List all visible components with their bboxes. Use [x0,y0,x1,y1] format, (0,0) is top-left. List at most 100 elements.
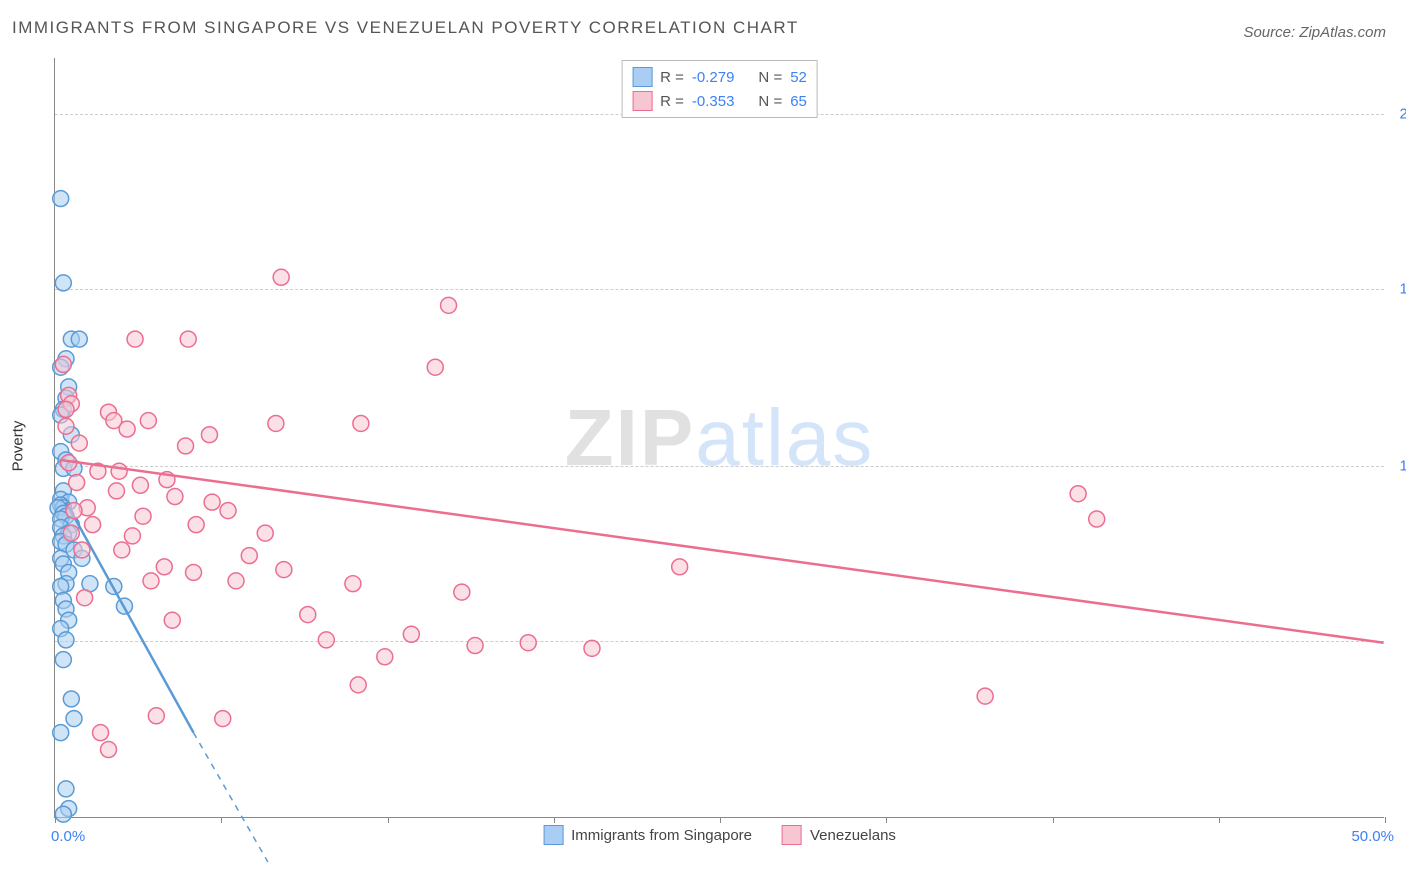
swatch-venezuelan [632,91,652,111]
data-point-venezuelan [93,725,109,741]
y-tick-label: 12.5% [1392,458,1406,475]
data-point-venezuelan [140,413,156,429]
data-point-venezuelan [167,489,183,505]
data-point-venezuelan [353,415,369,431]
data-point-venezuelan [77,590,93,606]
x-tick [886,817,887,823]
source-attribution: Source: ZipAtlas.com [1243,24,1386,41]
data-point-venezuelan [55,356,71,372]
x-tick [554,817,555,823]
data-point-venezuelan [66,503,82,519]
data-point-venezuelan [178,438,194,454]
data-point-venezuelan [69,474,85,490]
data-point-venezuelan [186,564,202,580]
data-point-venezuelan [215,711,231,727]
data-point-venezuelan [148,708,164,724]
data-point-venezuelan [188,517,204,533]
data-point-singapore [63,691,79,707]
data-point-venezuelan [977,688,993,704]
data-point-venezuelan [241,548,257,564]
legend-n-label: N = [758,69,782,86]
data-point-venezuelan [124,528,140,544]
y-tick-label: 18.8% [1392,280,1406,297]
plot-area: ZIPatlas 6.3%12.5%18.8%25.0% 0.0% 50.0% … [54,58,1384,818]
data-point-venezuelan [85,517,101,533]
data-point-venezuelan [201,427,217,443]
data-point-venezuelan [427,359,443,375]
data-point-venezuelan [454,584,470,600]
data-point-singapore [71,331,87,347]
swatch-singapore [632,67,652,87]
legend-n-value-venezuelan: 65 [790,93,807,110]
data-point-venezuelan [143,573,159,589]
legend-item-singapore: Immigrants from Singapore [543,825,752,845]
correlation-legend: R = -0.279 N = 52 R = -0.353 N = 65 [621,60,818,118]
y-tick-label: 6.3% [1392,632,1406,649]
data-point-venezuelan [135,508,151,524]
data-point-singapore [53,191,69,207]
data-point-venezuelan [132,477,148,493]
data-point-venezuelan [318,632,334,648]
x-tick [720,817,721,823]
data-point-venezuelan [71,435,87,451]
data-point-venezuelan [350,677,366,693]
data-point-venezuelan [268,415,284,431]
x-tick [1219,817,1220,823]
data-point-venezuelan [111,463,127,479]
swatch-venezuelan-icon [782,825,802,845]
legend-r-label: R = [660,93,684,110]
data-point-venezuelan [114,542,130,558]
legend-label-venezuelan: Venezuelans [810,827,896,844]
x-tick [1053,817,1054,823]
data-point-singapore [55,806,71,822]
data-point-venezuelan [467,638,483,654]
data-point-venezuelan [119,421,135,437]
data-point-singapore [53,725,69,741]
data-point-singapore [55,275,71,291]
data-point-venezuelan [108,483,124,499]
data-point-venezuelan [520,635,536,651]
legend-row-singapore: R = -0.279 N = 52 [632,65,807,89]
legend-item-venezuelan: Venezuelans [782,825,896,845]
data-point-venezuelan [672,559,688,575]
data-point-venezuelan [441,297,457,313]
trend-extrapolation-singapore [194,733,268,862]
data-point-singapore [58,632,74,648]
data-point-venezuelan [204,494,220,510]
data-point-singapore [55,652,71,668]
data-point-singapore [53,578,69,594]
legend-n-label: N = [758,93,782,110]
trend-line-venezuelan [61,460,1384,643]
data-point-venezuelan [101,742,117,758]
legend-r-value-singapore: -0.279 [692,69,735,86]
data-point-venezuelan [377,649,393,665]
data-point-venezuelan [403,626,419,642]
x-axis-max-label: 50.0% [1351,828,1394,845]
data-point-venezuelan [156,559,172,575]
swatch-singapore-icon [543,825,563,845]
data-point-venezuelan [58,418,74,434]
data-point-venezuelan [220,503,236,519]
chart-title: IMMIGRANTS FROM SINGAPORE VS VENEZUELAN … [12,18,799,38]
data-point-venezuelan [345,576,361,592]
x-tick [388,817,389,823]
data-point-venezuelan [164,612,180,628]
x-axis-min-label: 0.0% [51,828,85,845]
data-point-venezuelan [180,331,196,347]
x-tick [221,817,222,823]
data-point-singapore [66,711,82,727]
data-point-venezuelan [127,331,143,347]
legend-row-venezuelan: R = -0.353 N = 65 [632,89,807,113]
y-axis-label: Poverty [10,421,27,472]
data-point-venezuelan [1070,486,1086,502]
data-point-venezuelan [228,573,244,589]
data-point-venezuelan [300,607,316,623]
data-point-venezuelan [63,525,79,541]
data-point-venezuelan [58,401,74,417]
x-tick [1385,817,1386,823]
series-legend: Immigrants from Singapore Venezuelans [543,825,896,845]
data-point-venezuelan [1089,511,1105,527]
data-point-venezuelan [584,640,600,656]
legend-r-value-venezuelan: -0.353 [692,93,735,110]
data-point-venezuelan [276,562,292,578]
